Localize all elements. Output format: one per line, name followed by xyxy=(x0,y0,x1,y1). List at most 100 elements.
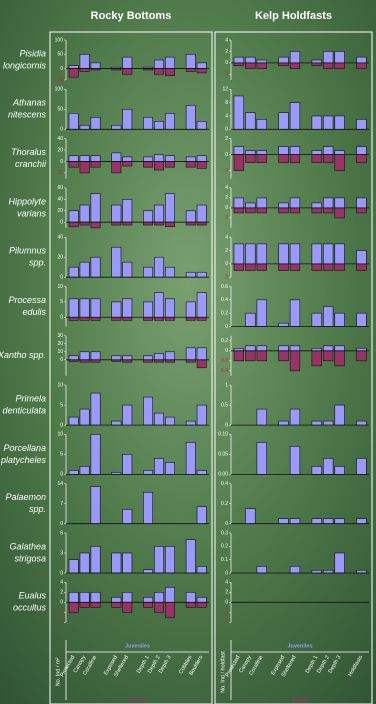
bar xyxy=(79,316,90,321)
bar xyxy=(356,458,367,475)
column-title: Rocky Bottoms xyxy=(91,10,172,22)
bar xyxy=(90,601,101,608)
bar xyxy=(185,301,196,318)
bar xyxy=(311,350,322,367)
y-tick-label: 0.2 xyxy=(221,338,228,344)
bar xyxy=(79,298,90,318)
bar xyxy=(334,51,345,64)
bar xyxy=(143,161,154,168)
bar xyxy=(79,68,90,72)
bar xyxy=(143,301,154,318)
bar xyxy=(185,601,196,608)
bar xyxy=(256,154,267,163)
bar xyxy=(165,221,175,228)
bar xyxy=(154,458,164,475)
bar xyxy=(256,263,267,271)
bar xyxy=(278,207,289,214)
species-label: Xantho spp. xyxy=(0,350,46,360)
bar xyxy=(154,412,164,426)
bar xyxy=(154,154,164,162)
bar xyxy=(323,420,334,426)
bar xyxy=(289,197,301,209)
bar xyxy=(196,404,207,426)
bar xyxy=(311,202,322,209)
bar xyxy=(323,306,334,327)
y-tick-label: 0 xyxy=(60,570,63,576)
bar xyxy=(68,266,79,278)
bar xyxy=(233,62,245,67)
y-tick-label: 20 xyxy=(57,341,63,347)
bar xyxy=(356,56,367,64)
bar xyxy=(289,102,301,130)
species-label: Primela xyxy=(15,393,46,403)
y-tick-label: 50 xyxy=(57,107,63,113)
legend-label: Adults xyxy=(291,697,308,703)
bar xyxy=(90,351,101,361)
y-tick-label: 0.3 xyxy=(221,530,228,536)
bar xyxy=(245,508,256,525)
bar xyxy=(185,420,196,426)
y-tick-label: 4 xyxy=(225,580,228,586)
bar xyxy=(165,601,175,618)
bar xyxy=(356,350,367,362)
y-tick-label: 0 xyxy=(60,66,63,72)
y-tick-label: 2 xyxy=(60,610,63,616)
bar xyxy=(122,601,133,613)
bar xyxy=(289,51,301,64)
y-tick-label: 2 xyxy=(225,168,228,174)
bar xyxy=(245,202,256,209)
bar xyxy=(185,156,196,162)
bar xyxy=(111,596,122,603)
bar xyxy=(79,591,90,603)
bar xyxy=(245,56,256,64)
bar xyxy=(79,261,90,278)
bar xyxy=(111,161,122,174)
y-tick-label: 2 xyxy=(225,195,228,201)
y-tick-label: 0 xyxy=(225,205,228,211)
bar xyxy=(256,350,267,362)
bar xyxy=(233,146,245,155)
column-frame xyxy=(214,31,373,704)
bar xyxy=(196,596,207,603)
y-tick-label: 0 xyxy=(60,521,63,527)
bar xyxy=(154,601,164,613)
bar xyxy=(122,509,133,524)
bar xyxy=(289,518,301,525)
bar xyxy=(79,204,90,223)
bar xyxy=(165,193,175,223)
bar xyxy=(90,161,101,168)
bar xyxy=(256,299,267,327)
bar xyxy=(323,518,334,525)
bar xyxy=(185,539,196,574)
bar xyxy=(196,292,207,318)
bar xyxy=(165,546,175,574)
bar xyxy=(185,68,196,72)
bar xyxy=(356,250,367,265)
species-label: edulis xyxy=(22,307,46,317)
bar xyxy=(196,68,207,74)
y-tick-label: 2 xyxy=(225,215,228,221)
bar xyxy=(245,345,256,352)
y-tick-label: 0 xyxy=(225,152,228,158)
bar xyxy=(278,322,289,327)
y-tick-label: 2 xyxy=(225,610,228,616)
bar xyxy=(68,161,79,168)
species-label: Athanas xyxy=(12,98,47,108)
bar xyxy=(79,53,90,69)
bar xyxy=(311,312,322,327)
y-tick-label: 0.1 xyxy=(221,557,228,563)
y-tick-label: 0.10 xyxy=(218,432,228,438)
y-tick-label: 10 xyxy=(57,349,63,355)
bar xyxy=(111,221,122,226)
species-label: strigosa xyxy=(14,553,46,563)
bar xyxy=(233,56,245,64)
y-tick-label: 0.4 xyxy=(221,368,228,374)
bar xyxy=(122,161,133,167)
y-tick-label: 10 xyxy=(57,284,63,290)
y-tick-label: 0 xyxy=(60,159,63,165)
species-label: Pilumnus xyxy=(9,246,47,256)
species-label: nitescens xyxy=(8,110,47,120)
bar xyxy=(90,591,101,603)
bar xyxy=(68,355,79,361)
bar xyxy=(154,546,164,574)
